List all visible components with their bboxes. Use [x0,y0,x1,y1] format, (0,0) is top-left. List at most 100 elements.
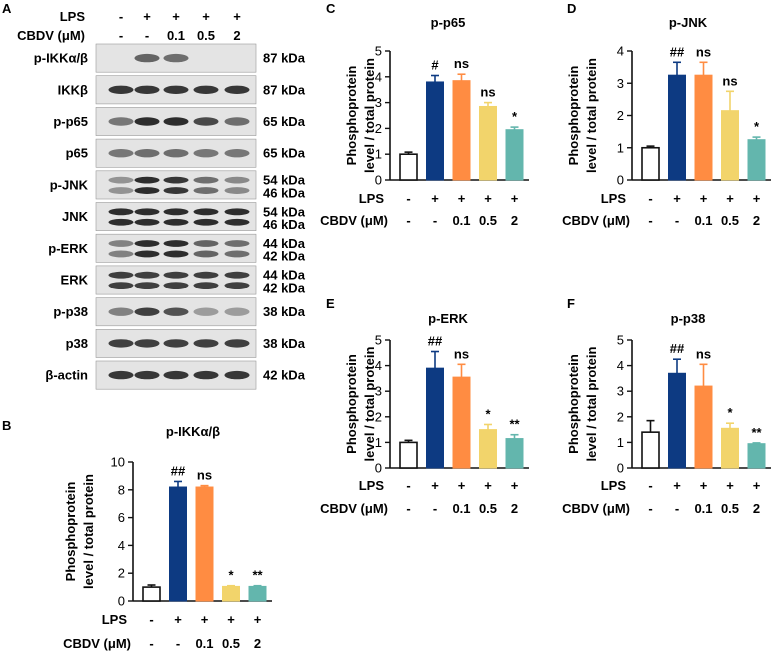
blot-band [224,218,250,226]
cbdv-dose: 2 [511,501,518,516]
significance-label: ** [751,425,762,440]
panel-label: A [2,1,12,16]
lps-sign: + [431,478,439,493]
blot-band [134,117,160,126]
chart-title: p-p65 [431,15,466,30]
blot-band [108,208,134,216]
lps-sign: + [753,191,761,206]
significance-label: ## [670,341,685,356]
significance-label: # [431,58,439,73]
kda-label: 42 kDa [263,368,306,383]
kda-label: 54 kDa [263,173,306,188]
y-tick-label: 1 [617,435,624,450]
blot-band [163,218,189,226]
bar [641,431,660,469]
blot-band [193,117,219,126]
blot-band [163,176,189,184]
blot-band [163,240,189,247]
panel-label: C [326,1,336,16]
protein-label: p-p38 [53,304,88,319]
y-axis-label: Phosphoprotein [344,354,359,454]
chart-title: p-ERK [428,311,468,326]
cbdv-dose: 0.1 [694,213,712,228]
kda-label: 65 kDa [263,114,306,129]
blot-band [193,85,219,95]
blot-band [224,307,250,316]
blot-band [134,208,160,216]
kda-label: 38 kDa [263,304,306,319]
blot-band [134,176,160,184]
y-tick-label: 1 [375,435,382,450]
bar [505,438,524,469]
cbdv-dose: - [675,213,679,228]
blot-band [193,240,219,247]
bar [721,427,739,469]
y-tick-label: 3 [375,95,382,110]
blot-strip [95,170,257,200]
kda-label: 54 kDa [263,204,306,219]
blot-band [134,85,160,95]
blot-band [163,187,189,194]
blot-band [134,53,160,63]
cbdv-dose: - [648,213,652,228]
significance-label: * [727,405,733,420]
kda-label: 42 kDa [263,249,306,264]
chart-title: p-IKKα/β [166,424,220,439]
blot-band [224,282,250,290]
y-axis-label: Phosphoprotein [344,66,359,166]
bar [479,429,497,469]
bar [747,443,766,469]
lps-sign: - [149,612,153,627]
bar [747,139,766,181]
cbdv-row-label: CBDV (μM) [63,636,131,651]
blot-band [134,370,160,380]
cbdv-dose: - [433,501,437,516]
y-tick-label: 8 [118,482,125,497]
significance-label: * [512,109,518,124]
blot-band [163,53,189,63]
panel-label: B [2,418,11,433]
blot-band [163,117,189,126]
panel-label: F [567,296,575,311]
y-axis-label: level / total protein [81,474,96,589]
chart-panel-f: Fp-p38 Phosphoprotein level / total protei… [562,296,771,516]
blot-band [193,176,219,184]
y-tick-label: 4 [375,69,382,84]
bar [426,81,444,181]
blot-band [108,271,134,279]
lps-row-label: LPS [601,478,627,493]
significance-label: ## [670,44,685,59]
blot-band [108,218,134,226]
blot-band [163,370,189,380]
blot-band [193,187,219,194]
western-blot-panel: A LPS CBDV (μM) - + + + + - - 0.1 0.5 2 p-IKKα/β 87 kD… [2,1,306,390]
bar [694,74,713,181]
lps-sign: + [511,191,519,206]
y-tick-label: 0 [617,461,624,476]
bar [452,376,471,469]
blot-band [163,339,189,348]
lps-row-label: LPS [601,191,627,206]
cbdv-dose: - [406,501,410,516]
kda-label: 87 kDa [263,51,306,66]
lps-sign: + [753,478,761,493]
blot-band [224,240,250,247]
lps-sign: + [227,612,235,627]
y-axis-label: level / total protein [362,58,377,173]
protein-label: p65 [66,146,88,161]
blot-band [224,176,250,184]
y-axis-label: level / total protein [584,347,599,462]
y-axis-label: level / total protein [362,347,377,462]
blot-band [108,339,134,348]
y-tick-label: 6 [118,510,125,525]
significance-label: ns [696,346,711,361]
blot-band [193,282,219,290]
lps-sign: + [511,478,519,493]
lps-sign: + [673,478,681,493]
bar [248,585,267,602]
y-tick-label: 5 [375,333,382,348]
protein-label: JNK [62,209,89,224]
y-tick-label: 1 [375,147,382,162]
chart-panel-d: Dp-JNK Phosphoprotein level / total protei… [562,1,771,228]
